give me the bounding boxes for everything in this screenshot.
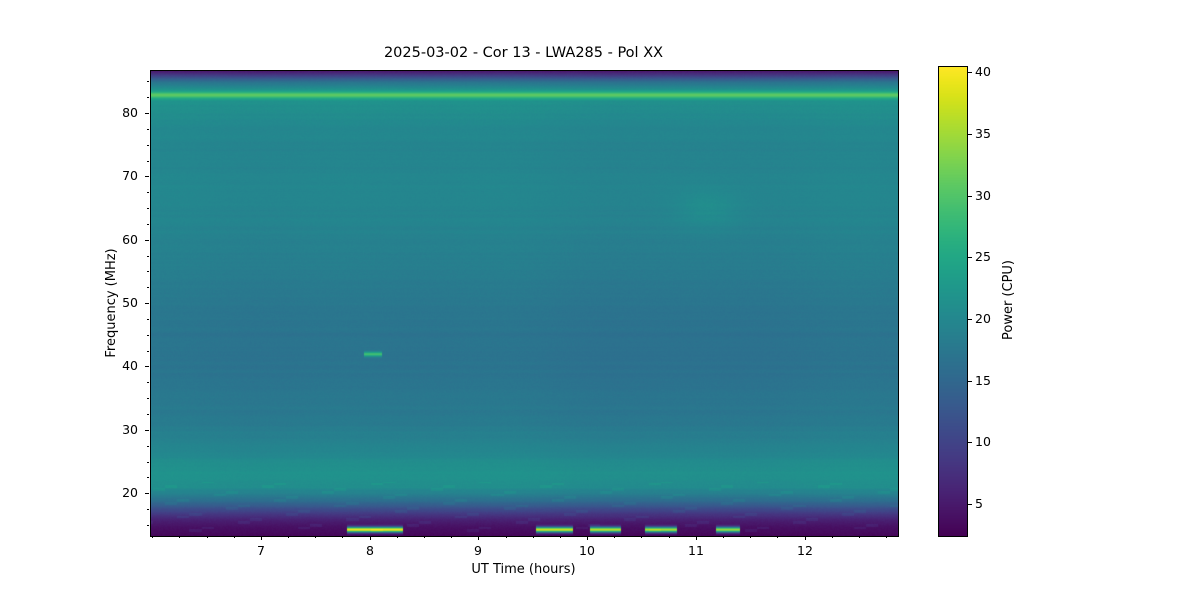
colorbar-tick [968, 381, 972, 382]
x-tick-major [805, 536, 806, 540]
colorbar-tick [968, 319, 972, 320]
colorbar-tick [968, 504, 972, 505]
x-tick-label: 7 [257, 543, 265, 558]
x-tick-minor [832, 536, 833, 538]
colorbar-tick-label: 30 [975, 188, 991, 203]
page-title: 2025-03-02 - Cor 13 - LWA285 - Pol XX [383, 45, 664, 61]
colorbar-gradient [939, 67, 967, 536]
y-tick-minor [147, 335, 149, 336]
spectrogram-axes[interactable] [150, 70, 899, 537]
x-tick-label: 9 [474, 543, 482, 558]
y-tick-major [145, 430, 149, 431]
x-tick-minor [533, 536, 534, 538]
x-tick-minor [179, 536, 180, 538]
y-tick-minor [147, 477, 149, 478]
colorbar-tick [968, 72, 972, 73]
colorbar-tick-label: 20 [975, 311, 991, 326]
colorbar-label: Power (CPU) [1001, 260, 1016, 341]
colorbar-tick-label: 5 [975, 496, 983, 511]
y-tick-minor [147, 525, 149, 526]
x-tick-minor [560, 536, 561, 538]
x-tick-minor [451, 536, 452, 538]
y-tick-label: 30 [122, 422, 138, 437]
x-tick-minor [207, 536, 208, 538]
y-tick-label: 40 [122, 358, 138, 373]
x-tick-minor [397, 536, 398, 538]
x-tick-minor [342, 536, 343, 538]
x-tick-major [696, 536, 697, 540]
y-tick-minor [147, 462, 149, 463]
y-tick-minor [147, 129, 149, 130]
colorbar-tick-label: 15 [975, 373, 991, 388]
y-tick-label: 70 [122, 168, 138, 183]
x-tick-minor [641, 536, 642, 538]
y-tick-minor [147, 509, 149, 510]
y-tick-minor [147, 81, 149, 82]
x-tick-major [261, 536, 262, 540]
y-tick-label: 60 [122, 232, 138, 247]
y-tick-minor [147, 256, 149, 257]
colorbar-tick-label: 35 [975, 126, 991, 141]
y-tick-minor [147, 398, 149, 399]
x-tick-major [587, 536, 588, 540]
y-tick-minor [147, 145, 149, 146]
x-tick-label: 12 [797, 543, 813, 558]
y-tick-label: 50 [122, 295, 138, 310]
x-tick-minor [234, 536, 235, 538]
x-tick-label: 11 [688, 543, 704, 558]
colorbar-tick-label: 25 [975, 249, 991, 264]
x-tick-minor [723, 536, 724, 538]
y-tick-major [145, 493, 149, 494]
x-tick-minor [859, 536, 860, 538]
y-tick-minor [147, 446, 149, 447]
y-tick-minor [147, 382, 149, 383]
colorbar-tick [968, 257, 972, 258]
x-tick-minor [506, 536, 507, 538]
x-axis-label: UT Time (hours) [471, 562, 576, 577]
x-tick-minor [669, 536, 670, 538]
colorbar-tick [968, 134, 972, 135]
colorbar-tick-label: 10 [975, 434, 991, 449]
x-tick-minor [614, 536, 615, 538]
x-tick-major [370, 536, 371, 540]
y-tick-minor [147, 224, 149, 225]
colorbar-tick-label: 40 [975, 64, 991, 79]
x-tick-minor [750, 536, 751, 538]
colorbar-tick [968, 442, 972, 443]
x-tick-minor [315, 536, 316, 538]
y-tick-label: 80 [122, 105, 138, 120]
spectrogram-image [151, 71, 898, 536]
y-tick-minor [147, 351, 149, 352]
y-tick-minor [147, 192, 149, 193]
y-tick-minor [147, 208, 149, 209]
x-tick-minor [777, 536, 778, 538]
colorbar-tick [968, 196, 972, 197]
y-tick-label: 20 [122, 485, 138, 500]
y-tick-major [145, 240, 149, 241]
x-tick-minor [886, 536, 887, 538]
x-tick-label: 10 [579, 543, 595, 558]
y-tick-minor [147, 414, 149, 415]
x-tick-label: 8 [366, 543, 374, 558]
colorbar-axes[interactable] [938, 66, 968, 537]
y-tick-minor [147, 97, 149, 98]
y-tick-major [145, 366, 149, 367]
x-tick-minor [152, 536, 153, 538]
y-tick-minor [147, 271, 149, 272]
x-tick-minor [288, 536, 289, 538]
y-tick-major [145, 176, 149, 177]
y-tick-minor [147, 319, 149, 320]
y-tick-major [145, 303, 149, 304]
x-tick-major [478, 536, 479, 540]
y-tick-minor [147, 161, 149, 162]
y-tick-major [145, 113, 149, 114]
x-tick-minor [424, 536, 425, 538]
y-tick-minor [147, 287, 149, 288]
